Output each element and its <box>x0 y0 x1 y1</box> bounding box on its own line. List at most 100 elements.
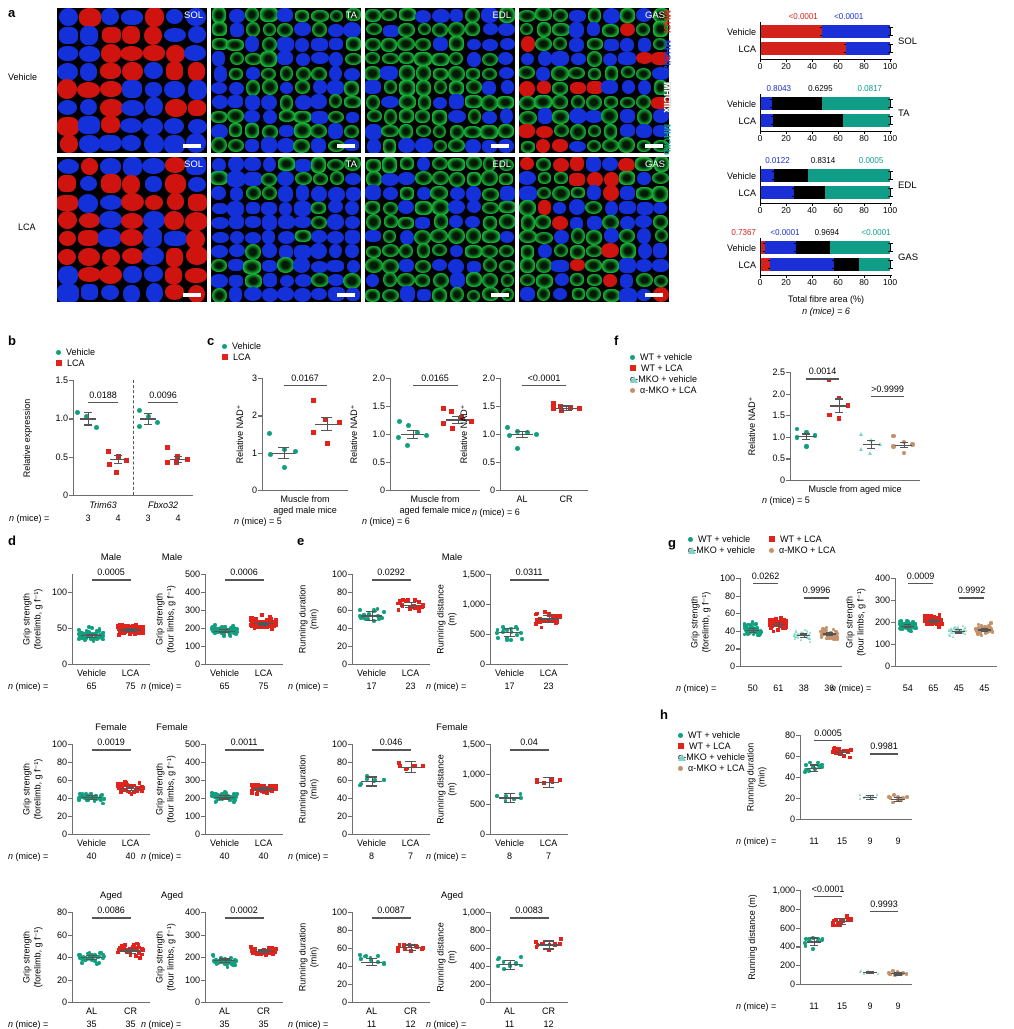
error-cap <box>219 958 230 960</box>
y-tick-label: 60 <box>336 605 347 615</box>
error-cap <box>543 615 554 617</box>
error-cap <box>219 798 230 800</box>
error-cap <box>405 771 416 774</box>
muscle-fibre <box>482 22 498 35</box>
n-value: 9 <box>895 1001 901 1011</box>
muscle-fibre <box>433 67 449 81</box>
muscle-fibre <box>651 51 669 66</box>
error-cap <box>125 786 136 788</box>
data-point-circle <box>415 430 421 436</box>
data-point-square <box>781 624 785 629</box>
data-point-square <box>558 777 563 782</box>
error-cap <box>838 918 846 920</box>
y-tick <box>796 756 800 758</box>
panel-c-chart-1: 0 1 2 3 Relative NAD⁺ 0.0167 Muscle from aged m… <box>234 373 348 526</box>
muscle-fibre <box>211 216 229 229</box>
muscle-fibre <box>415 110 431 123</box>
data-point-circle <box>742 622 747 626</box>
y-tick-label: 0 <box>61 997 67 1007</box>
muscle-fibre <box>413 51 432 67</box>
muscle-fibre <box>415 138 433 153</box>
muscle-fibre <box>536 257 553 274</box>
muscle-fibre <box>327 286 345 301</box>
y-tick-label: 1.5 <box>772 410 785 421</box>
error-cap <box>405 944 416 946</box>
muscle-fibre <box>311 185 327 202</box>
legend-item: WT + LCA <box>678 741 745 751</box>
error-bar <box>522 431 524 437</box>
micrograph-edl-lca: EDL <box>365 157 515 302</box>
muscle-fibre <box>399 258 414 273</box>
muscle-fibre <box>466 38 482 51</box>
muscle-fibre <box>637 242 652 259</box>
n-label: n (mice) = 6 <box>802 306 850 316</box>
error-cap <box>825 635 833 637</box>
muscle-fibre <box>381 8 398 21</box>
muscle-fibre <box>79 175 98 192</box>
muscle-fibre <box>535 273 554 288</box>
muscle-fibre <box>448 93 464 109</box>
x-tick-label: LCA <box>254 668 273 678</box>
y-axis-label: Running distance (m) <box>435 922 457 992</box>
error-cap <box>219 795 230 797</box>
p-value: 0.0006 <box>230 567 258 578</box>
data-point-circle <box>892 793 896 798</box>
y-tick <box>891 644 895 646</box>
muscle-fibre <box>498 52 514 65</box>
error-cap <box>277 447 290 449</box>
muscle-fibre <box>380 96 399 109</box>
data-point-square <box>133 632 138 637</box>
data-point-circle <box>396 419 402 425</box>
muscle-fibre <box>344 124 360 139</box>
significance-bar <box>814 740 842 742</box>
data-point-circle <box>231 797 236 801</box>
muscle-fibre <box>464 21 481 37</box>
muscle-fibre <box>585 245 603 258</box>
error-bar <box>548 615 550 622</box>
muscle-fibre <box>142 247 165 265</box>
muscle-fibre <box>652 258 669 272</box>
p-value: <0.0001 <box>770 228 800 237</box>
x-tick <box>760 59 761 62</box>
data-point-circle <box>794 435 800 440</box>
panel-b-scatter: 0 0.5 1.0 1.5 Relative expression 0.0188 0.009… <box>9 375 193 523</box>
muscle-fibre <box>414 171 432 185</box>
muscle-fibre <box>295 171 312 185</box>
y-tick-label: 500 <box>184 739 200 749</box>
data-point-triangle <box>859 432 864 437</box>
muscle-fibre <box>345 111 360 124</box>
data-point-circle <box>518 963 523 968</box>
error-bar <box>224 795 226 799</box>
n-value: 15 <box>836 1001 848 1011</box>
muscle-fibre <box>433 140 447 153</box>
legend-marker <box>630 375 638 383</box>
muscle-fibre <box>535 8 552 22</box>
error-bar <box>509 959 511 969</box>
muscle-fibre <box>551 81 569 95</box>
data-point-square <box>781 618 785 623</box>
error-bar <box>888 260 893 269</box>
data-point-square <box>131 783 136 788</box>
y-tick <box>486 574 490 576</box>
error-cap <box>219 629 230 631</box>
data-point-circle <box>910 442 915 447</box>
error-cap <box>543 786 554 788</box>
error-cap <box>86 633 97 635</box>
error-cap <box>114 462 122 464</box>
muscle-fibre <box>431 23 449 38</box>
muscle-fibre <box>122 25 140 44</box>
y-tick <box>736 578 740 580</box>
n-value: 65 <box>928 683 939 693</box>
muscle-fibre <box>570 123 586 140</box>
mhc-legend-mhciix: MHCIIx <box>662 82 672 113</box>
n-label: n (mice) = <box>288 681 329 691</box>
data-point-square <box>122 782 127 786</box>
panel-d-chart-1: 0 50 100 Grip strength (forelimb, g f⁻¹) 0.00… <box>8 552 150 691</box>
y-tick <box>68 592 72 594</box>
error-cap <box>825 631 833 633</box>
data-point-circle <box>281 465 287 471</box>
n-value: 8 <box>368 851 375 861</box>
muscle-fibre <box>481 201 500 214</box>
mean-line <box>120 950 141 952</box>
n-value: 35 <box>86 1019 97 1029</box>
